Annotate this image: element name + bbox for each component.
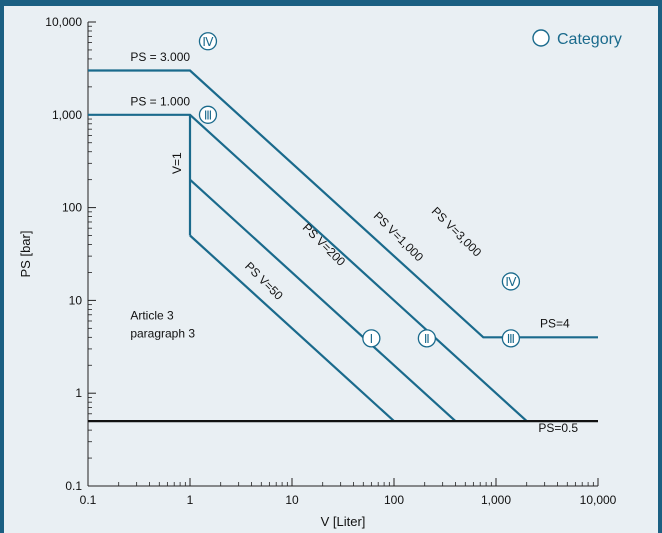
- y-tick-label: 0.1: [65, 479, 82, 493]
- y-axis-minor-ticks: [88, 25, 92, 459]
- x-axis-label: V [Liter]: [321, 514, 366, 529]
- line-label: PS V=50: [242, 259, 286, 303]
- category-markers: Ⅳ Ⅲ Ⅳ Ⅲ Ⅰ Ⅱ: [198, 32, 521, 348]
- x-axis-minor-ticks: [118, 482, 594, 486]
- y-tick-label: 1: [75, 386, 82, 400]
- chart-panel: [4, 6, 658, 533]
- line-label: PS = 1.000: [130, 94, 190, 108]
- category-marker-circle: [501, 272, 521, 291]
- x-tick-label: 10,000: [580, 493, 617, 507]
- category-marker-circle: [362, 329, 381, 348]
- category-marker-label: Ⅲ: [204, 108, 212, 122]
- series-line-ps1000: [88, 113, 528, 422]
- y-tick-label: 10,000: [45, 15, 82, 29]
- annotation-text: Article 3: [130, 309, 174, 323]
- y-axis-label: PS [bar]: [18, 231, 33, 278]
- x-tick-label: 1,000: [481, 493, 511, 507]
- x-axis-ticks: 0.1 1 10 100 1,000 10,000: [80, 478, 617, 507]
- line-label: PS V=3,000: [429, 204, 485, 260]
- category-marker-circle: [417, 329, 437, 348]
- series-line-ps50: [189, 234, 395, 422]
- y-tick-label: 1,000: [52, 108, 82, 122]
- category-marker-circle: [198, 32, 218, 51]
- legend-label: Category: [557, 31, 622, 48]
- line-label: V=1: [170, 152, 184, 174]
- series-line-ps3000: [88, 69, 598, 339]
- line-label: PS V=1,000: [371, 209, 427, 265]
- category-marker-label: Ⅲ: [507, 332, 515, 346]
- annotation-text: paragraph 3: [130, 327, 195, 341]
- annotations: Article 3 paragraph 3: [130, 309, 195, 341]
- y-axis-ticks: 0.1 1 10 100 1,000 10,000: [45, 15, 96, 493]
- line-label: PS=0.5: [538, 421, 578, 435]
- legend: Category: [532, 29, 622, 48]
- x-tick-label: 0.1: [80, 493, 97, 507]
- category-marker-label: Ⅰ: [370, 332, 374, 346]
- x-tick-label: 100: [384, 493, 404, 507]
- category-marker-label: Ⅳ: [202, 35, 213, 49]
- axes: 0.1 1 10 100 1,000 10,000 0.1 1 10 100 1,000 10,00…: [18, 15, 617, 529]
- series-line-ps200: [189, 178, 457, 422]
- category-marker-label: Ⅱ: [424, 332, 430, 346]
- category-marker-label: Ⅳ: [505, 275, 516, 289]
- x-tick-label: 1: [187, 493, 194, 507]
- y-tick-label: 10: [69, 293, 83, 307]
- category-marker-circle: [501, 329, 521, 348]
- category-marker-circle: [198, 105, 218, 124]
- legend-circle-icon: [532, 29, 550, 47]
- series-lines: [88, 69, 598, 423]
- line-label: PS = 3.000: [130, 50, 190, 64]
- line-label: PS V=200: [300, 220, 349, 269]
- y-tick-label: 100: [62, 201, 82, 215]
- line-label: PS=4: [540, 317, 570, 331]
- x-tick-label: 10: [285, 493, 299, 507]
